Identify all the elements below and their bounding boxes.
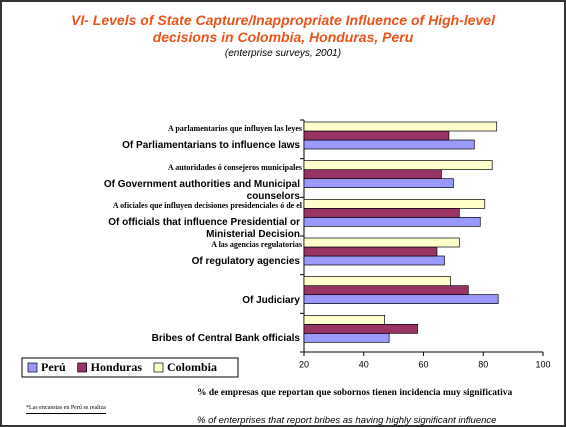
legend-swatch bbox=[27, 362, 38, 373]
bar bbox=[303, 178, 454, 189]
bar bbox=[303, 255, 445, 266]
legend-label: Honduras bbox=[91, 360, 143, 374]
bar bbox=[303, 314, 386, 325]
bar bbox=[303, 160, 493, 171]
bar bbox=[303, 332, 390, 343]
bar bbox=[303, 246, 438, 257]
category-label-es: A autoridades ó consejeros municipales bbox=[167, 162, 302, 172]
category-label: Of regulatory agencies bbox=[191, 256, 300, 267]
x-axis-label: % de empresas que reportan que sobornos … bbox=[197, 388, 513, 398]
x-tick-label: 40 bbox=[359, 359, 369, 369]
legend-label: Colombia bbox=[167, 360, 217, 374]
bar bbox=[303, 216, 481, 227]
category-label: Of Government authorities and Municipal … bbox=[103, 178, 300, 202]
bar bbox=[303, 207, 460, 218]
bar bbox=[303, 198, 486, 209]
x-tick-label: 20 bbox=[299, 359, 309, 369]
chart-subtitle: (enterprise surveys, 2001) bbox=[224, 48, 342, 59]
legend-swatch bbox=[153, 362, 164, 373]
legend-box bbox=[21, 357, 239, 378]
bar bbox=[303, 169, 442, 180]
category-label: Of Parliamentarians to influence laws bbox=[122, 140, 300, 151]
x-axis-label-en: % of enterprises that report bribes as h… bbox=[197, 415, 497, 426]
chart-title: VI- Levels of State Capture/Inappropriat… bbox=[71, 12, 495, 45]
bar bbox=[303, 121, 498, 132]
bar bbox=[303, 139, 475, 150]
category-label-es: A parlamentarios que influyen las leyes bbox=[167, 124, 302, 133]
x-tick-label: 80 bbox=[478, 359, 488, 369]
legend-swatch bbox=[77, 362, 88, 373]
bar bbox=[303, 130, 450, 141]
x-tick-label: 100 bbox=[535, 359, 550, 369]
category-label-es: A las agencias regulatorias bbox=[211, 240, 302, 249]
bar bbox=[303, 285, 469, 296]
bar bbox=[303, 294, 499, 305]
category-label: Bribes of Central Bank officials bbox=[151, 333, 300, 345]
legend-label: Perú bbox=[41, 360, 66, 374]
x-tick-label: 60 bbox=[418, 359, 428, 369]
bar bbox=[303, 323, 418, 334]
category-label-es: A oficiales que influyen decisiones pres… bbox=[112, 201, 302, 211]
bar bbox=[303, 237, 460, 248]
category-label: Of Judiciary bbox=[242, 294, 300, 306]
category-label: Of officials that influence Presidential… bbox=[108, 217, 300, 241]
footnote: *Las encuestas en Perú se realiza bbox=[26, 405, 106, 414]
bar bbox=[303, 276, 451, 287]
